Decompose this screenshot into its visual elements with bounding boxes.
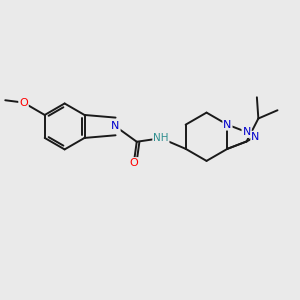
- Text: N: N: [223, 120, 232, 130]
- Text: NH: NH: [153, 133, 169, 143]
- Text: O: O: [19, 98, 28, 108]
- Text: N: N: [242, 127, 251, 137]
- Text: N: N: [111, 122, 120, 131]
- Text: N: N: [251, 132, 260, 142]
- Text: O: O: [129, 158, 138, 168]
